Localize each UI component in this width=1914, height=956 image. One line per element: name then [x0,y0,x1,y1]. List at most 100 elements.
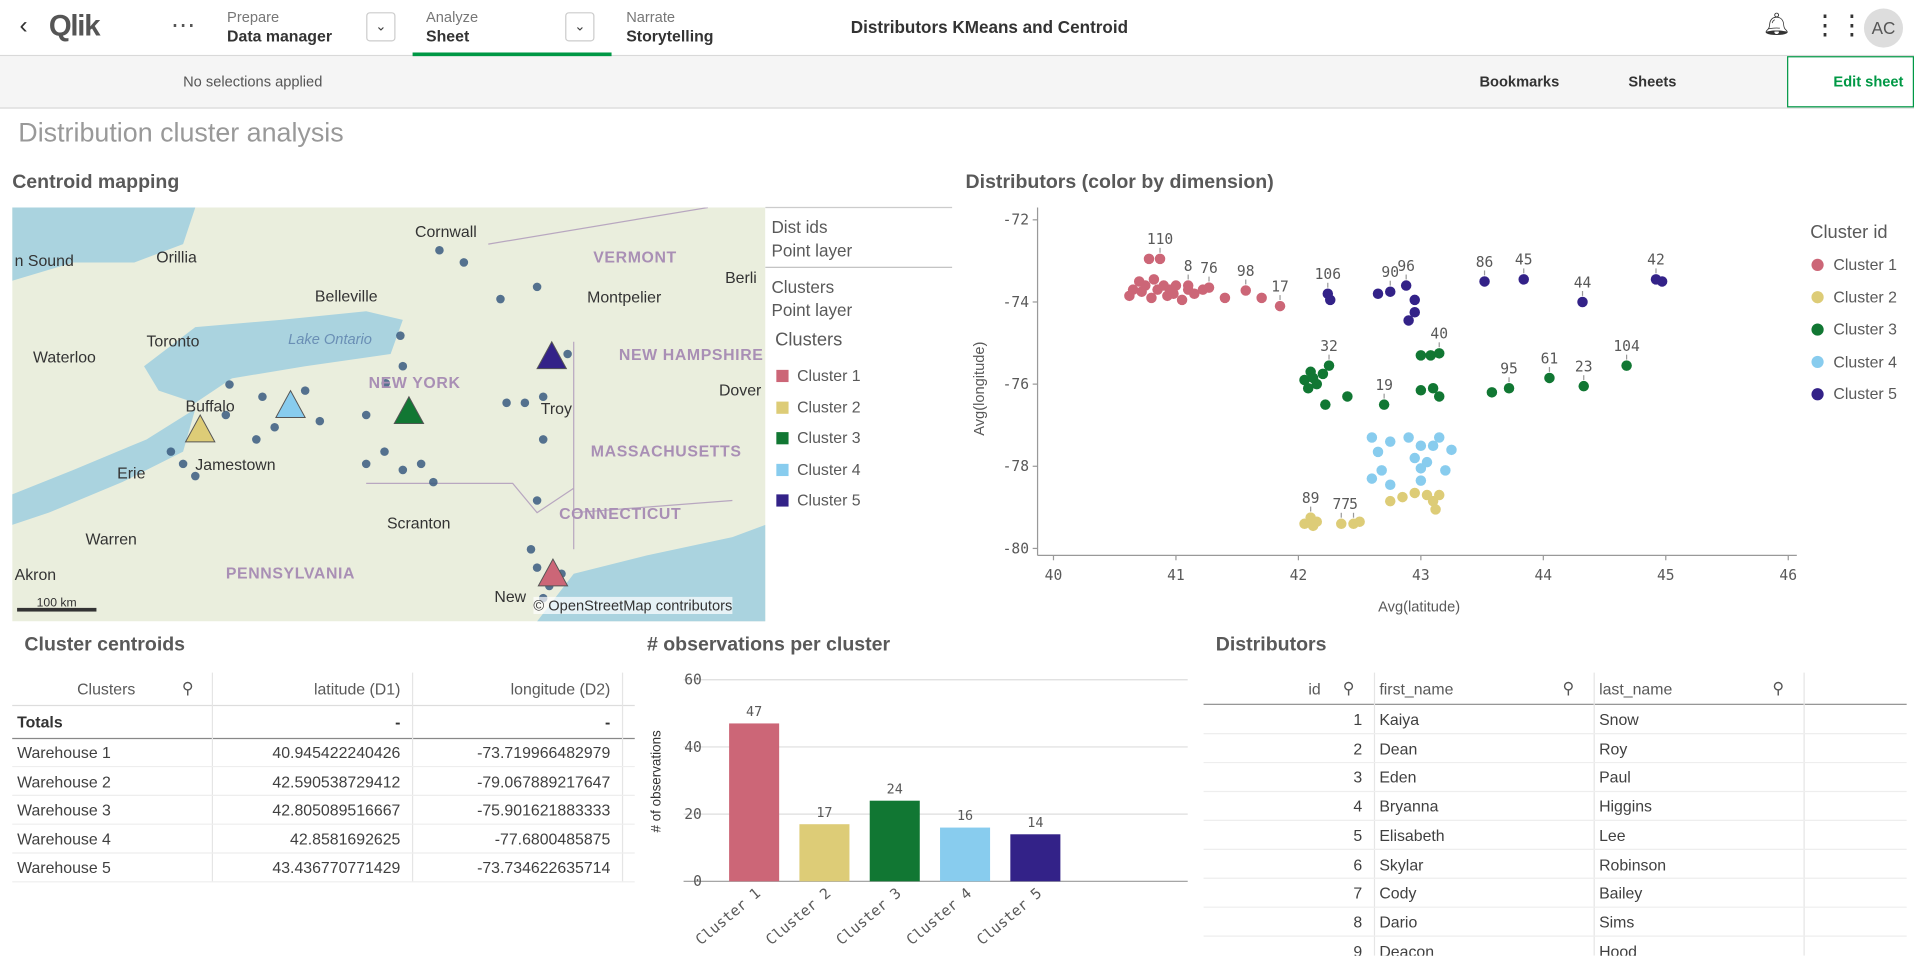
point-label: 5 [1349,496,1358,513]
table-cell: Lee [1599,826,1792,844]
totals-cell: - [217,713,400,731]
map-place-label: Lake Ontario [288,331,372,348]
scatter-point [1140,280,1150,290]
column-header[interactable]: longitude (D2) [413,680,611,698]
column-header[interactable]: Clusters [12,680,200,698]
x-tick-label: Cluster 1 [692,885,764,949]
point-label: 110 [1147,231,1173,248]
y-axis-title: # of observations [649,730,664,832]
legend-label: Cluster 4 [797,460,861,478]
scatter-point [1373,289,1383,299]
table-cell: 5 [1204,826,1363,844]
map-point [502,399,511,408]
narrate-value[interactable]: Storytelling [626,27,713,45]
scatter-point [1416,475,1426,485]
y-tick-label: 60 [684,672,702,689]
totals-cell: Totals [17,713,200,731]
bookmarks-button[interactable]: Bookmarks [1479,73,1559,90]
column-header[interactable]: last_name [1599,680,1797,698]
scatter-point [1240,285,1250,295]
search-icon[interactable]: ⚲ [1343,679,1355,699]
panel-title: Distributors [1216,635,1327,657]
prepare-label[interactable]: Prepare [227,9,279,26]
map-place-label: Belleville [315,287,378,305]
analyze-label[interactable]: Analyze [426,9,478,26]
y-tick-label: 40 [684,739,702,756]
back-button[interactable]: ‹ [20,12,28,40]
scatter-point [1409,453,1419,463]
search-icon[interactable]: ⚲ [1562,679,1574,699]
table-cell: 3 [1204,768,1363,786]
bar [940,828,990,882]
column-header[interactable]: latitude (D1) [212,680,400,698]
analyze-value[interactable]: Sheet [426,27,469,45]
map-place-label: Scranton [387,514,451,532]
narrate-label[interactable]: Narrate [626,9,675,26]
bar [870,801,920,882]
scatter-point [1621,360,1631,370]
column-header[interactable]: first_name [1379,680,1587,698]
table-cell: -79.067889217647 [417,772,610,790]
x-tick-label: 40 [1045,567,1063,584]
table-cell: 9 [1204,942,1363,956]
table-cell: Warehouse 4 [17,830,200,848]
avatar[interactable]: AC [1864,9,1903,48]
scatter-point [1657,276,1667,286]
map-point [301,386,310,395]
legend-marker [1811,291,1823,303]
map-point [539,435,548,444]
scatter-point [1434,348,1444,358]
search-icon[interactable]: ⚲ [1772,679,1784,699]
sheets-button[interactable]: Sheets [1628,73,1676,90]
legend-label: Cluster 1 [797,366,861,384]
scatter-point [1320,399,1330,409]
prepare-value[interactable]: Data manager [227,27,332,45]
table-cell: 1 [1204,710,1363,728]
table-cell: 42.8581692625 [217,830,400,848]
legend-swatch [776,370,788,382]
notifications[interactable]: 🔔︎ [1763,12,1791,38]
table-cell: Warehouse 2 [17,772,200,790]
scatter-point [1149,274,1159,284]
legend-label: Cluster 5 [1833,385,1897,403]
point-label: 44 [1574,274,1592,291]
map-place-label: n Sound [15,251,74,269]
scatter-point [1385,286,1395,296]
map-point [399,466,408,475]
legend-label: Cluster 2 [1833,287,1897,305]
scatter-point [1373,447,1383,457]
table-cell: Warehouse 5 [17,859,200,877]
point-label: 86 [1476,254,1494,271]
map-point [429,478,438,487]
scatter-point [1336,519,1346,529]
analyze-dropdown[interactable]: ⌄ [565,12,594,41]
legend-marker [1811,356,1823,368]
table-cell: 42.590538729412 [217,772,400,790]
table-cell: Dean [1379,739,1582,757]
scatter-point [1434,432,1444,442]
x-axis-title: Avg(latitude) [1378,598,1460,615]
scatter-point [1183,280,1193,290]
scatter-point [1578,381,1588,391]
bar [729,723,779,881]
layer-name: Dist ids [771,217,827,237]
point-label: 98 [1237,263,1255,280]
edit-sheet-label[interactable]: Edit sheet [1833,73,1903,90]
prepare-dropdown[interactable]: ⌄ [366,12,395,41]
search-icon[interactable]: ⚲ [182,679,194,699]
bar-value-label: 16 [957,809,973,824]
totals-cell: - [417,713,610,731]
legend-marker [1811,323,1823,335]
more-menu[interactable]: ⋯ [171,10,195,41]
table-cell: Bryanna [1379,797,1582,815]
apps-menu[interactable]: ⋮⋮ [1811,10,1865,42]
table-cell: 4 [1204,797,1363,815]
y-tick-label: -80 [1003,540,1029,557]
legend-swatch [776,432,788,444]
map-place-label: Troy [541,399,572,417]
scatter-point [1342,391,1352,401]
scatter-point [1354,516,1364,526]
map-place-label: Buffalo [186,397,235,415]
column-header[interactable]: id [1208,680,1320,698]
point-label: 106 [1315,266,1341,283]
